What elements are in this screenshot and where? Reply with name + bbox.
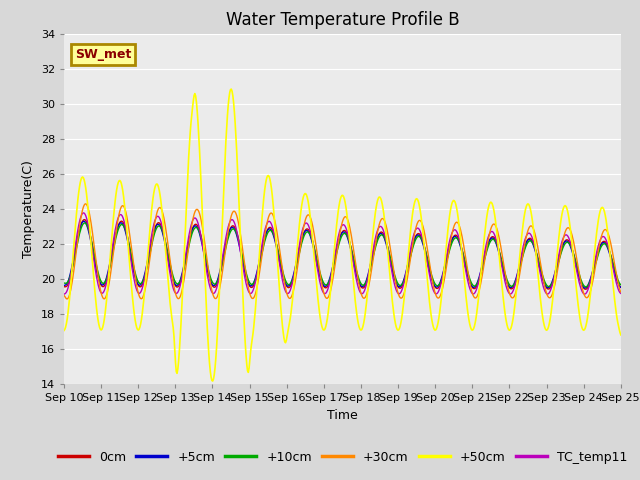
Legend: 0cm, +5cm, +10cm, +30cm, +50cm, TC_temp11: 0cm, +5cm, +10cm, +30cm, +50cm, TC_temp1… <box>52 446 632 469</box>
Text: SW_met: SW_met <box>75 48 131 61</box>
Y-axis label: Temperature(C): Temperature(C) <box>22 160 35 258</box>
X-axis label: Time: Time <box>327 408 358 421</box>
Title: Water Temperature Profile B: Water Temperature Profile B <box>225 11 460 29</box>
